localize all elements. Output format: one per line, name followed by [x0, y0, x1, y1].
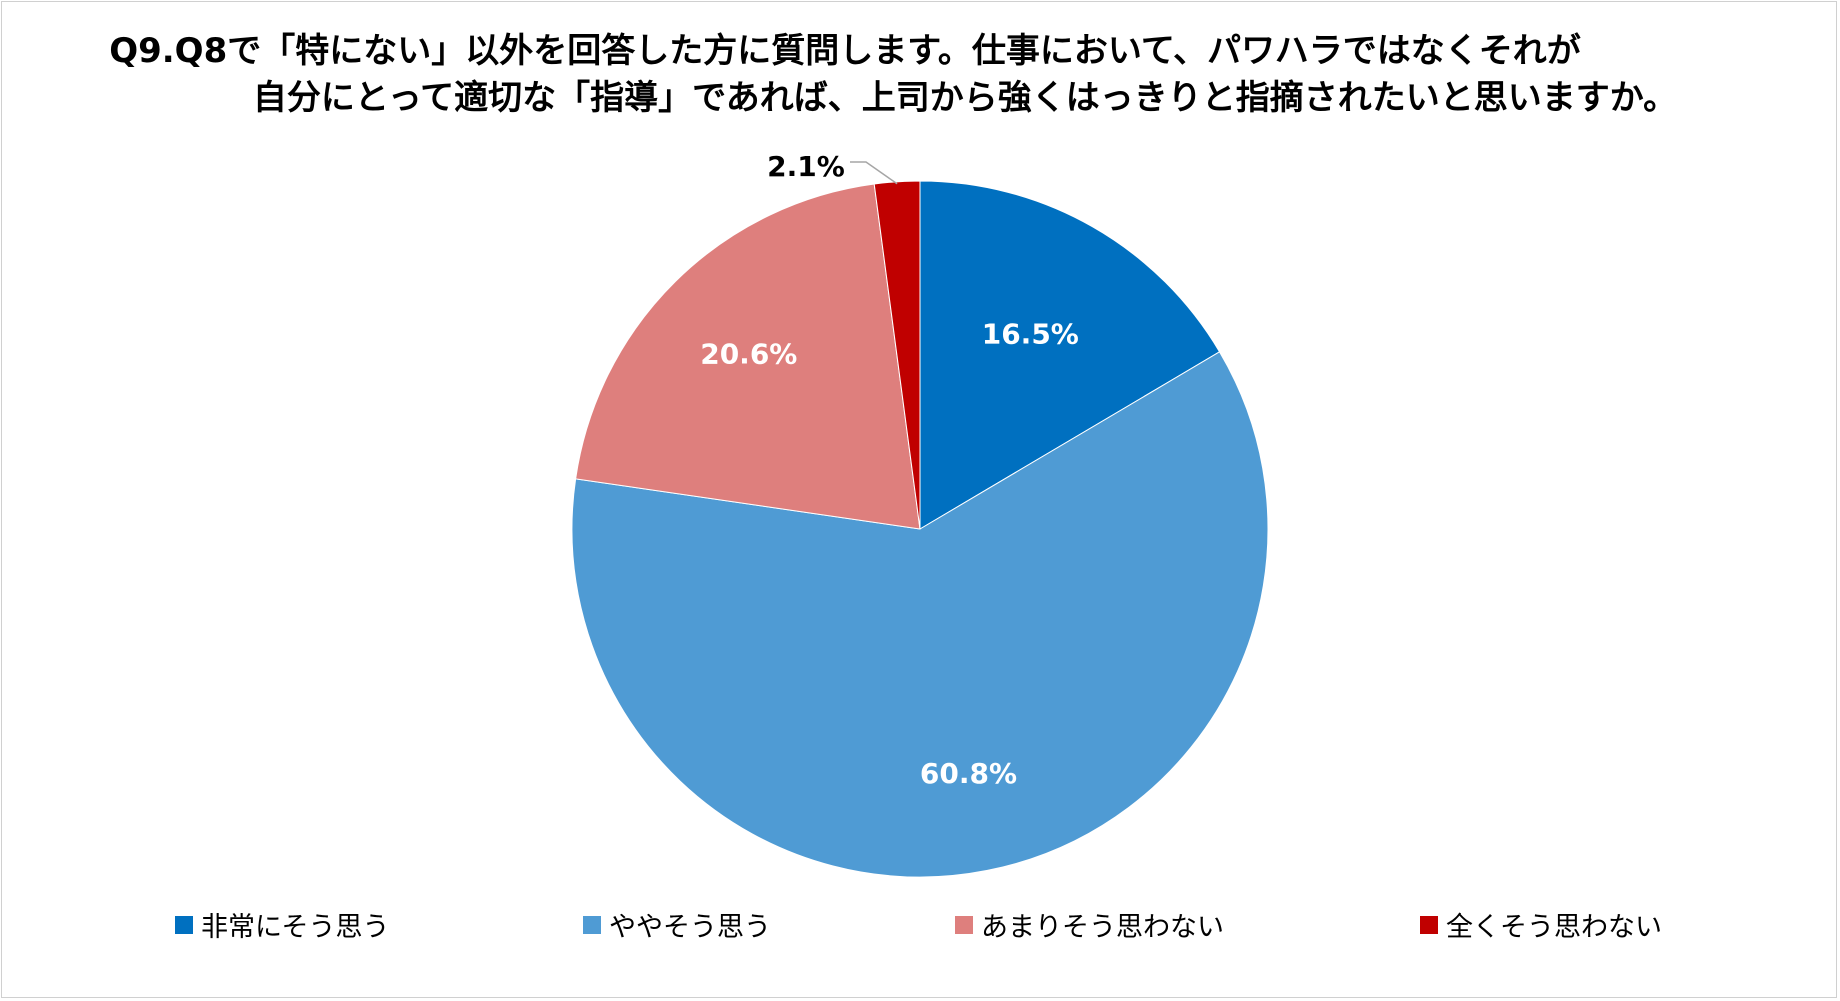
- data-label-somewhat: 60.8%: [920, 757, 1017, 790]
- data-label-not-at-all: 2.1%: [767, 150, 845, 183]
- legend-item-not-really: あまりそう思わない: [955, 905, 1224, 944]
- legend-item-somewhat: ややそう思う: [583, 905, 771, 944]
- legend-label: ややそう思う: [609, 912, 771, 943]
- legend-item-very-much: 非常にそう思う: [175, 905, 389, 944]
- legend-swatch: [175, 915, 193, 934]
- legend-swatch: [955, 915, 973, 934]
- chart-title-line-1: Q9.Q8で「特にない」以外を回答した方に質問します。仕事において、パワハラでは…: [109, 31, 1581, 71]
- chart-legend: 非常にそう思う ややそう思う あまりそう思わない 全くそう思わない: [0, 905, 1840, 945]
- legend-label: 非常にそう思う: [201, 912, 390, 943]
- legend-item-not-at-all: 全くそう思わない: [1420, 905, 1662, 944]
- data-label-not-really: 20.6%: [700, 338, 797, 371]
- legend-label: あまりそう思わない: [981, 912, 1224, 943]
- pie-slice-very-much: [919, 180, 1221, 530]
- legend-label: 全くそう思わない: [1446, 912, 1662, 943]
- legend-swatch: [583, 915, 601, 934]
- pie-slice-somewhat: [571, 351, 1269, 878]
- chart-title: Q9.Q8で「特にない」以外を回答した方に質問します。仕事において、パワハラでは…: [0, 28, 1840, 122]
- chart-title-line-2: 自分にとって適切な「指導」であれば、上司から強くはっきりと指摘されたいと思います…: [252, 78, 1678, 118]
- data-label-very-much: 16.5%: [982, 318, 1079, 351]
- legend-swatch: [1420, 915, 1438, 934]
- leader-line-not-at-all: [850, 161, 898, 185]
- pie-slice-not-at-all: [873, 180, 921, 530]
- pie-slice-not-really: [575, 183, 921, 530]
